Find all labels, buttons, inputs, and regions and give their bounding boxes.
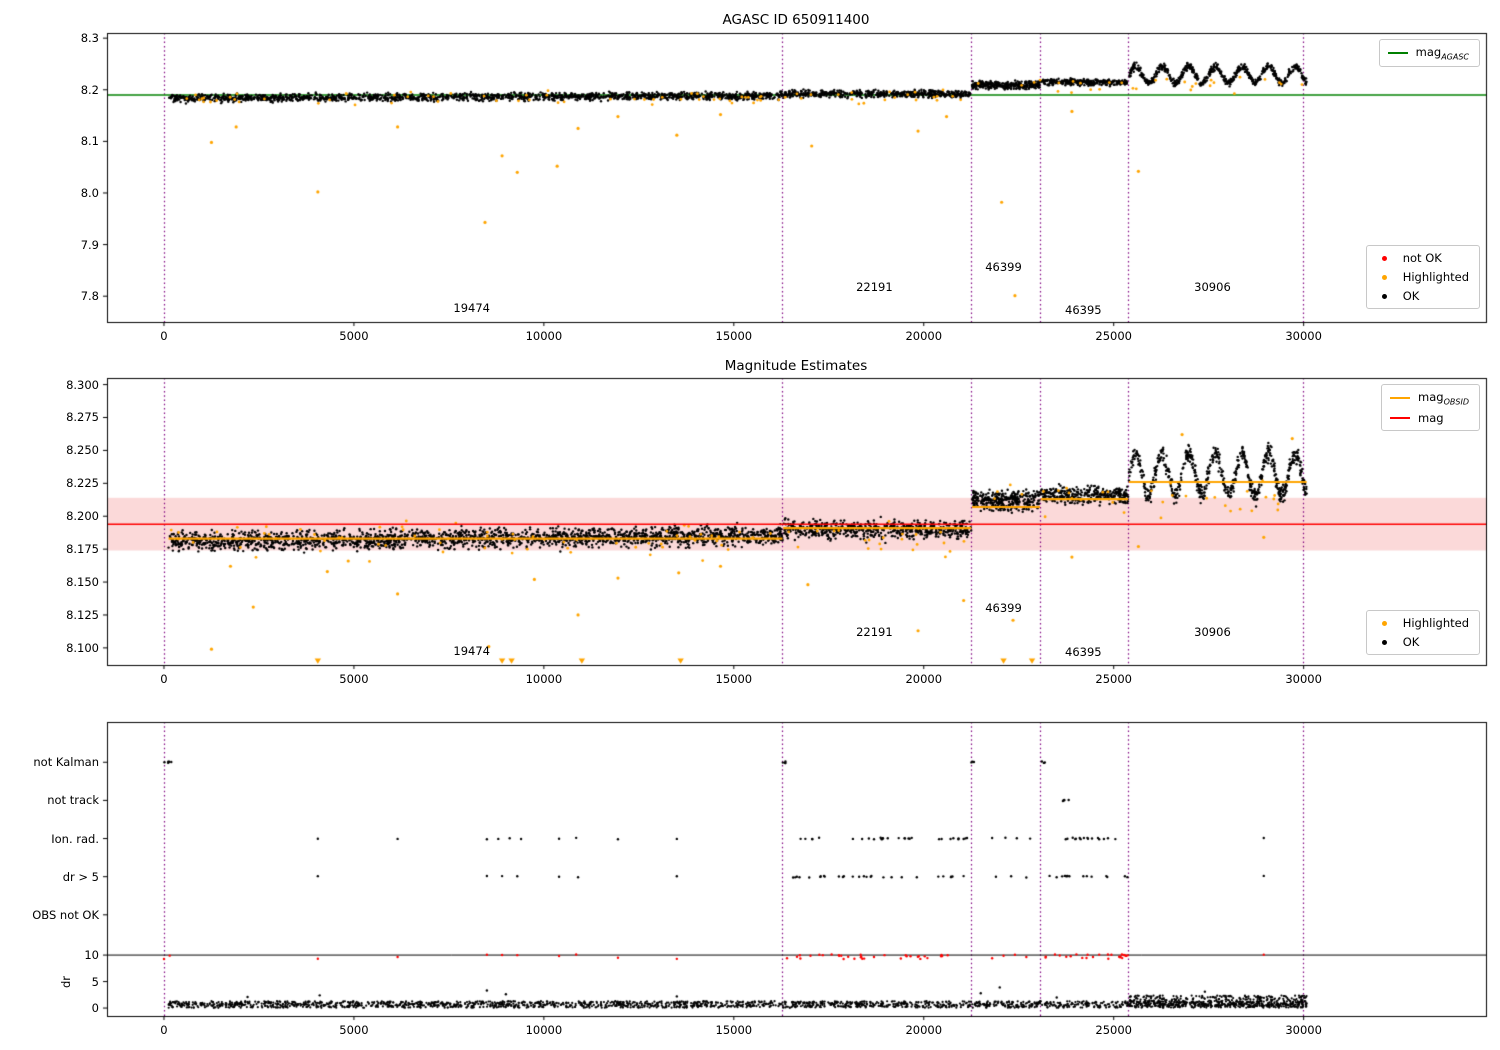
panel2-title: Magnitude Estimates [724,358,868,374]
legend-label: mag [1418,411,1444,426]
legend-label: OK [1402,635,1420,649]
legend-label: not OK [1402,251,1442,265]
legend-point-status-p2: Highlighted OK [1365,610,1480,655]
legend-line-swatch [1390,417,1411,420]
legend-entry: not OK [1375,251,1469,265]
legend-entry: OK [1375,635,1469,649]
legend-entry: Highlighted [1375,616,1469,630]
legend-marker-swatch [1375,293,1395,299]
legend-mag-agasc: magAGASC [1378,39,1480,68]
legend-point-status-p1: not OK Highlighted OK [1365,245,1480,309]
legend-line-swatch [1387,52,1408,55]
legend-label: magOBSID [1418,390,1469,407]
legend-label: Highlighted [1402,616,1469,630]
legend-marker-dot [1382,274,1388,280]
legend-marker-swatch [1375,620,1395,626]
legend-label: Highlighted [1402,270,1469,284]
legend-line-swatch [1390,397,1411,400]
legend-marker-dot [1382,293,1388,299]
legend-entry: magOBSID [1390,390,1469,406]
legend-marker-swatch [1375,274,1395,280]
legend-label: OK [1402,289,1420,303]
legend-mag-lines: magOBSID mag [1381,384,1480,432]
legend-entry: magAGASC [1387,45,1469,62]
legend-entry: Highlighted [1375,270,1469,284]
panel1-title: AGASC ID 650911400 [722,12,870,28]
legend-marker-dot [1382,620,1388,626]
legend-entry: OK [1375,289,1469,303]
legend-label: magAGASC [1415,45,1469,62]
legend-entry: mag [1390,411,1469,425]
legend-marker-dot [1382,255,1388,261]
legend-marker-dot [1382,639,1388,645]
legend-marker-swatch [1375,639,1395,645]
legend-marker-swatch [1375,255,1395,261]
